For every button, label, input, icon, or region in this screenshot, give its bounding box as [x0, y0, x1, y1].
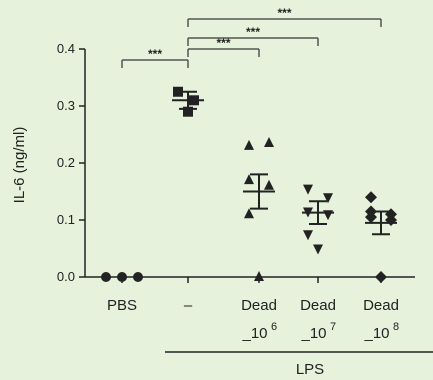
- y-tick-label: 0.1: [57, 212, 75, 227]
- data-point: [189, 95, 199, 106]
- data-point: [365, 211, 377, 224]
- x-tick-label-line2: _10: [300, 325, 326, 342]
- group-label: LPS: [296, 361, 324, 378]
- x-tick-label-exponent: 8: [393, 321, 399, 333]
- data-point: [303, 207, 313, 218]
- data-point: [133, 272, 143, 282]
- x-tick-label: –: [184, 297, 193, 314]
- y-axis-title: IL-6 (ng/ml): [11, 127, 28, 204]
- data-point: [254, 271, 264, 281]
- y-axis: 0.0 0.1 0.2 0.3 0.4: [57, 41, 86, 284]
- significance-brackets: *** *** *** ***: [121, 6, 382, 68]
- data-point: [117, 272, 127, 282]
- x-axis: PBS – Dead _10 6 Dead _10 7 Dead _10 8: [85, 276, 415, 342]
- y-tick-label: 0.2: [57, 155, 75, 170]
- data-point: [313, 244, 323, 255]
- data-point: [323, 193, 333, 204]
- data-point: [385, 214, 397, 226]
- significance-label: ***: [277, 6, 291, 20]
- y-tick-label: 0.3: [57, 98, 75, 113]
- x-tick-label-exponent: 7: [330, 321, 336, 333]
- data-points: [101, 86, 397, 283]
- data-point: [303, 230, 313, 241]
- x-tick-label: PBS: [107, 297, 137, 314]
- x-tick-label: Dead: [300, 297, 336, 314]
- x-tick-label: Dead: [363, 297, 399, 314]
- x-tick-label-line2: _10: [363, 325, 389, 342]
- data-point: [244, 174, 254, 185]
- x-tick-label-exponent: 6: [271, 321, 277, 333]
- y-tick-label: 0.0: [57, 269, 75, 284]
- data-point: [244, 139, 254, 150]
- data-point: [183, 106, 193, 117]
- data-point: [264, 137, 274, 148]
- significance-label: ***: [148, 47, 162, 61]
- data-point: [365, 191, 377, 204]
- y-tick-label: 0.4: [57, 41, 75, 56]
- data-point: [323, 210, 333, 221]
- data-point: [244, 208, 254, 219]
- data-point: [303, 184, 313, 195]
- x-tick-label-line2: _10: [241, 325, 267, 342]
- data-point: [173, 86, 183, 97]
- x-tick-label: Dead: [241, 297, 277, 314]
- significance-label: ***: [246, 25, 260, 39]
- significance-label: ***: [216, 36, 230, 50]
- data-point: [375, 271, 387, 283]
- data-point: [264, 179, 274, 190]
- data-point: [101, 272, 111, 282]
